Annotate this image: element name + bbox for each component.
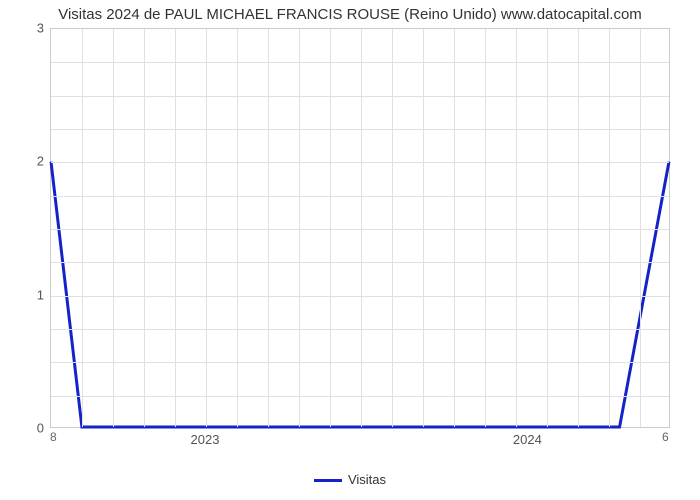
v-gridline	[175, 29, 176, 427]
v-gridline	[609, 29, 610, 427]
y-tick-label: 1	[4, 287, 44, 302]
v-gridline	[361, 29, 362, 427]
x-edge-right: 6	[662, 430, 669, 444]
legend-label: Visitas	[348, 472, 386, 487]
v-gridline	[330, 29, 331, 427]
v-gridline	[299, 29, 300, 427]
v-gridline	[392, 29, 393, 427]
x-edge-left: 8	[50, 430, 57, 444]
chart-title: Visitas 2024 de PAUL MICHAEL FRANCIS ROU…	[0, 6, 700, 23]
legend-swatch	[314, 479, 342, 482]
v-gridline	[206, 29, 207, 427]
v-gridline	[454, 29, 455, 427]
plot-area	[50, 28, 670, 428]
v-gridline	[578, 29, 579, 427]
v-gridline	[113, 29, 114, 427]
v-gridline	[485, 29, 486, 427]
v-gridline	[547, 29, 548, 427]
x-tick-label: 2023	[191, 432, 220, 447]
v-gridline	[82, 29, 83, 427]
v-gridline	[640, 29, 641, 427]
y-tick-label: 0	[4, 421, 44, 436]
v-gridline	[423, 29, 424, 427]
y-tick-label: 3	[4, 21, 44, 36]
v-gridline	[516, 29, 517, 427]
v-gridline	[144, 29, 145, 427]
legend: Visitas	[0, 472, 700, 487]
v-gridline	[268, 29, 269, 427]
y-tick-label: 2	[4, 154, 44, 169]
v-gridline	[237, 29, 238, 427]
x-tick-label: 2024	[513, 432, 542, 447]
